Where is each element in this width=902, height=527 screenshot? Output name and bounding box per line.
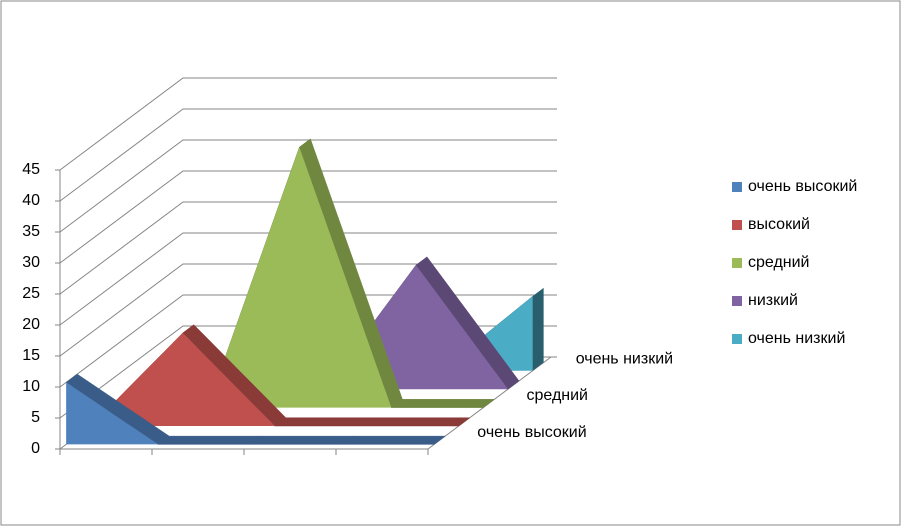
- area-edge: [273, 417, 379, 427]
- grid-line: [59, 201, 557, 295]
- depth-label: средний: [527, 387, 589, 404]
- y-tick-label: 30: [22, 254, 40, 271]
- area-edge: [365, 417, 471, 427]
- legend-swatch: [732, 258, 742, 268]
- y-tick-label: 10: [22, 378, 40, 395]
- area: [115, 147, 484, 408]
- area-edge: [532, 288, 544, 371]
- y-tick-label: 0: [31, 440, 40, 457]
- depth-label: очень высокий: [477, 424, 586, 441]
- grid-line: [59, 170, 557, 264]
- y-tick-label: 20: [22, 316, 40, 333]
- area-edge: [341, 435, 446, 445]
- area-edge: [390, 399, 496, 408]
- area-edge: [157, 435, 262, 445]
- area: [139, 265, 508, 390]
- y-tick-label: 15: [22, 347, 40, 364]
- legend-label: средний: [748, 254, 810, 271]
- legend-label: очень высокий: [748, 178, 857, 195]
- legend-swatch: [732, 334, 742, 344]
- y-tick-label: 45: [22, 161, 40, 178]
- y-tick-label: 5: [31, 409, 40, 426]
- legend-swatch: [732, 182, 742, 192]
- area: [90, 333, 459, 426]
- y-tick-label: 25: [22, 285, 40, 302]
- grid-line: [59, 108, 557, 202]
- y-tick-label: 40: [22, 192, 40, 209]
- legend-label: низкий: [748, 292, 798, 309]
- grid-line: [59, 139, 557, 233]
- legend-label: очень низкий: [748, 330, 845, 347]
- area: [66, 382, 435, 445]
- legend-swatch: [732, 220, 742, 230]
- y-tick-label: 35: [22, 223, 40, 240]
- legend-swatch: [732, 296, 742, 306]
- area-edge: [249, 435, 354, 445]
- grid-line: [59, 77, 557, 171]
- legend-label: высокий: [748, 216, 810, 233]
- depth-label: очень низкий: [576, 350, 673, 367]
- grid-line: [59, 232, 557, 326]
